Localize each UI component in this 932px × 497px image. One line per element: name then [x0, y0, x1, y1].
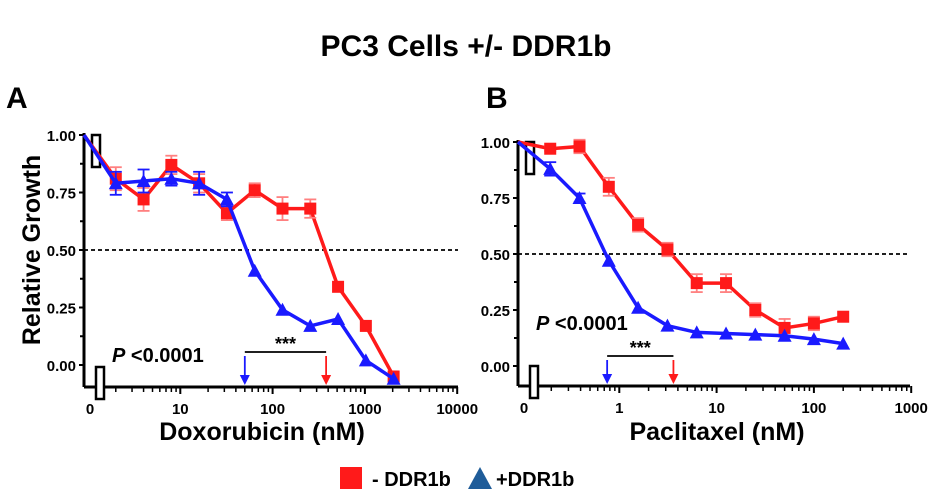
x-tick-label: 1000: [348, 401, 381, 418]
y-tick-label: 1.00: [481, 135, 510, 152]
data-point-square: [720, 277, 733, 290]
data-point-square: [573, 140, 586, 153]
y-tick-label: 0.00: [481, 359, 510, 376]
y-tick-label: 1.00: [47, 128, 76, 145]
data-point-square: [632, 218, 645, 231]
x-tick-label: 0: [86, 401, 94, 418]
legend-square-marker: [340, 467, 362, 489]
data-point-triangle: [331, 312, 346, 325]
ic50-arrow-red: [668, 360, 679, 384]
x-tick-label: 0: [520, 400, 528, 417]
panel-label-a: A: [6, 82, 28, 115]
ic50-arrow-red: [321, 356, 332, 385]
p-value: <0.0001: [125, 345, 203, 367]
data-point-triangle: [836, 336, 851, 350]
ic50-arrow-blue: [602, 360, 613, 384]
y-tick-label: 0.00: [47, 358, 76, 375]
data-point-triangle: [247, 263, 262, 277]
arrow-head-icon: [602, 374, 613, 384]
arrow-head-icon: [668, 374, 679, 384]
ic50-arrow-blue: [239, 356, 250, 385]
data-point-triangle: [164, 171, 179, 185]
p-value: <0.0001: [549, 313, 627, 335]
x-tick-label: 10000: [436, 401, 478, 418]
data-point-triangle: [689, 325, 704, 339]
y-tick-label: 0.25: [481, 303, 510, 320]
arrow-head-icon: [321, 375, 332, 385]
x-tick-label: 10: [708, 400, 725, 417]
data-point-triangle: [543, 161, 558, 175]
data-point-square: [778, 321, 791, 334]
legend-label-plus: +DDR1b: [496, 469, 574, 491]
data-point-square: [690, 277, 703, 290]
data-point-triangle: [777, 328, 792, 342]
panel-b-plot: 0.00 0.25 0.50 0.75 1.00 0 1 10 100 1000 P <0.0001…: [481, 135, 928, 417]
p-value-text: P <0.0001: [112, 345, 204, 367]
data-point-square: [137, 193, 150, 206]
data-point-square: [544, 142, 557, 155]
x-tick-label: 10: [172, 401, 189, 418]
y-axis-label: Relative Growth: [18, 155, 46, 345]
data-point-triangle: [719, 326, 734, 340]
data-point-triangle: [136, 174, 151, 187]
y-tick-label: 0.75: [481, 191, 510, 208]
data-point-triangle: [806, 332, 821, 346]
data-point-square: [837, 310, 850, 323]
data-point-triangle: [386, 371, 401, 385]
p-symbol: P: [112, 345, 126, 367]
series-line-plus-ddr1b: [82, 134, 395, 381]
x-axis-label-b: Paclitaxel (nM): [629, 418, 804, 446]
legend-triangle-marker: [468, 467, 492, 489]
x-axis-label-a: Doxorubicin (nM): [159, 418, 365, 446]
data-point-square: [749, 304, 762, 316]
axis-break-marker: [94, 365, 106, 401]
data-point-square: [602, 180, 615, 193]
data-point-triangle: [358, 353, 373, 367]
data-point-triangle: [631, 300, 646, 314]
x-tick-label: 1000: [895, 400, 928, 417]
data-point-triangle: [275, 302, 290, 316]
significance-stars: ***: [275, 334, 296, 354]
data-point-square: [807, 317, 820, 330]
panel-label-b: B: [486, 82, 508, 115]
data-point-triangle: [748, 327, 763, 341]
data-point-square: [248, 184, 261, 197]
data-point-triangle: [192, 176, 207, 190]
y-tick-label: 0.50: [47, 243, 76, 260]
significance-stars: ***: [630, 338, 651, 358]
data-point-square: [165, 158, 178, 171]
data-point-square: [304, 202, 317, 215]
y-tick-label: 0.50: [481, 247, 510, 264]
data-point-square: [276, 202, 289, 215]
legend: - DDR1b +DDR1b: [340, 467, 574, 491]
x-tick-label: 100: [801, 400, 826, 417]
data-point-triangle: [219, 192, 234, 206]
data-point-triangle: [601, 253, 616, 267]
panel-a-plot: 0.00 0.25 0.50 0.75 1.00 0 10 100 1000 10000 P <0.…: [47, 128, 478, 418]
x-tick-label: 1: [615, 400, 623, 417]
x-tick-label: 100: [260, 401, 285, 418]
data-point-triangle: [108, 176, 123, 190]
data-point-square: [661, 243, 674, 256]
data-point-square: [332, 280, 345, 293]
y-tick-label: 0.25: [47, 301, 76, 318]
data-point-square: [359, 319, 372, 332]
arrow-head-icon: [239, 375, 250, 385]
axis-break-marker: [528, 364, 540, 400]
figure-title: PC3 Cells +/- DDR1b: [321, 30, 612, 63]
data-point-triangle: [572, 191, 587, 204]
data-point-triangle: [660, 318, 675, 332]
p-symbol: P: [536, 313, 550, 335]
legend-label-minus: - DDR1b: [372, 469, 451, 491]
p-value-text: P <0.0001: [536, 313, 628, 335]
axis-break-marker: [524, 140, 536, 176]
series-line-minus-ddr1b: [82, 133, 396, 378]
series-line-minus-ddr1b: [517, 140, 844, 330]
data-point-triangle: [303, 318, 318, 332]
y-tick-label: 0.75: [47, 186, 76, 203]
